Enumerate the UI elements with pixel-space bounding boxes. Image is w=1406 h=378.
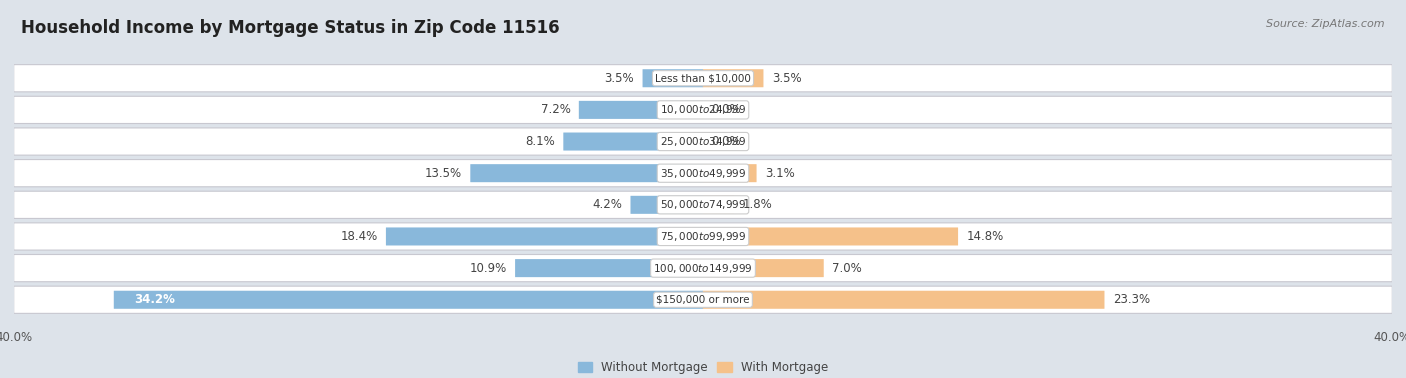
FancyBboxPatch shape: [515, 259, 703, 277]
FancyBboxPatch shape: [385, 228, 703, 245]
Text: $35,000 to $49,999: $35,000 to $49,999: [659, 167, 747, 180]
FancyBboxPatch shape: [471, 164, 703, 182]
Text: 23.3%: 23.3%: [1114, 293, 1150, 306]
FancyBboxPatch shape: [630, 196, 703, 214]
FancyBboxPatch shape: [703, 291, 1105, 309]
Text: 0.0%: 0.0%: [711, 104, 741, 116]
Text: $50,000 to $74,999: $50,000 to $74,999: [659, 198, 747, 211]
Text: $25,000 to $34,999: $25,000 to $34,999: [659, 135, 747, 148]
FancyBboxPatch shape: [14, 254, 1392, 282]
Text: 1.8%: 1.8%: [742, 198, 772, 211]
Text: 18.4%: 18.4%: [340, 230, 377, 243]
FancyBboxPatch shape: [579, 101, 703, 119]
FancyBboxPatch shape: [114, 291, 703, 309]
Text: Less than $10,000: Less than $10,000: [655, 73, 751, 83]
Text: $100,000 to $149,999: $100,000 to $149,999: [654, 262, 752, 274]
Text: 13.5%: 13.5%: [425, 167, 461, 180]
FancyBboxPatch shape: [703, 228, 957, 245]
Text: Source: ZipAtlas.com: Source: ZipAtlas.com: [1267, 19, 1385, 29]
Text: 0.0%: 0.0%: [711, 135, 741, 148]
FancyBboxPatch shape: [703, 69, 763, 87]
FancyBboxPatch shape: [14, 128, 1392, 155]
FancyBboxPatch shape: [643, 69, 703, 87]
FancyBboxPatch shape: [564, 133, 703, 150]
FancyBboxPatch shape: [703, 259, 824, 277]
FancyBboxPatch shape: [14, 96, 1392, 124]
FancyBboxPatch shape: [14, 191, 1392, 218]
FancyBboxPatch shape: [14, 223, 1392, 250]
Text: 3.1%: 3.1%: [765, 167, 794, 180]
Text: 3.5%: 3.5%: [605, 72, 634, 85]
Text: 8.1%: 8.1%: [524, 135, 555, 148]
Text: 34.2%: 34.2%: [135, 293, 176, 306]
FancyBboxPatch shape: [14, 65, 1392, 92]
FancyBboxPatch shape: [14, 160, 1392, 187]
Text: $10,000 to $24,999: $10,000 to $24,999: [659, 104, 747, 116]
Text: 10.9%: 10.9%: [470, 262, 506, 274]
FancyBboxPatch shape: [703, 164, 756, 182]
Text: 14.8%: 14.8%: [966, 230, 1004, 243]
FancyBboxPatch shape: [14, 286, 1392, 313]
Text: 7.0%: 7.0%: [832, 262, 862, 274]
Text: 4.2%: 4.2%: [592, 198, 621, 211]
Text: $150,000 or more: $150,000 or more: [657, 295, 749, 305]
FancyBboxPatch shape: [703, 196, 734, 214]
Text: 3.5%: 3.5%: [772, 72, 801, 85]
Text: Household Income by Mortgage Status in Zip Code 11516: Household Income by Mortgage Status in Z…: [21, 19, 560, 37]
Legend: Without Mortgage, With Mortgage: Without Mortgage, With Mortgage: [574, 356, 832, 378]
Text: 7.2%: 7.2%: [540, 104, 571, 116]
Text: $75,000 to $99,999: $75,000 to $99,999: [659, 230, 747, 243]
